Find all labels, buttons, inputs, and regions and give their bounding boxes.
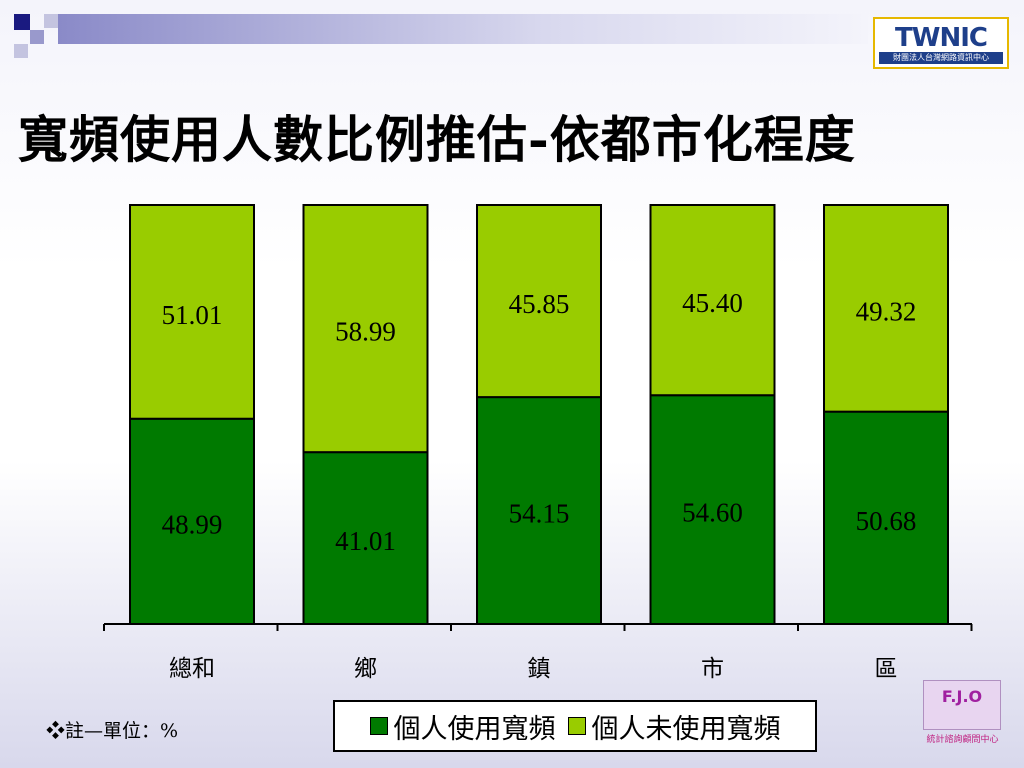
fjo-logo: F.J.O 統計諮詢顧問中心 bbox=[915, 680, 1010, 746]
data-label-used-2: 41.01 bbox=[335, 526, 396, 556]
legend-swatch-unused bbox=[567, 717, 586, 735]
data-label-used-5: 50.68 bbox=[856, 506, 917, 536]
twnic-logo: TWNIC 財團法人台灣網路資訊中心 bbox=[873, 17, 1009, 69]
x-tick-label-4: 市 bbox=[701, 656, 724, 682]
data-label-used-3: 54.15 bbox=[509, 499, 570, 529]
legend-item-unused: 個人未使用寬頻 bbox=[567, 707, 781, 746]
decorative-square-light bbox=[30, 30, 44, 44]
slide-title: 寬頻使用人數比例推估-依都市化程度 bbox=[18, 110, 856, 169]
fjo-logo-badge: F.J.O bbox=[923, 680, 1001, 730]
bar-used-4 bbox=[649, 394, 776, 626]
bar-unused-1 bbox=[129, 204, 255, 420]
decorative-square-dark bbox=[14, 14, 30, 30]
decorative-square-light bbox=[44, 14, 58, 28]
twnic-logo-caption: 財團法人台灣網路資訊中心 bbox=[879, 52, 1003, 64]
legend-item-used: 個人使用寬頻 bbox=[369, 707, 556, 746]
bar-used-2 bbox=[302, 451, 429, 625]
fjo-logo-caption: 統計諮詢顧問中心 bbox=[926, 735, 999, 745]
x-tick-label-2: 鄉 bbox=[354, 656, 377, 682]
data-label-unused-3: 45.85 bbox=[509, 289, 570, 319]
data-label-unused-2: 58.99 bbox=[335, 317, 396, 347]
data-label-unused-5: 49.32 bbox=[856, 296, 917, 326]
data-label-unused-4: 45.40 bbox=[682, 288, 743, 318]
data-label-used-4: 54.60 bbox=[682, 498, 743, 528]
legend-swatch-used bbox=[369, 717, 388, 735]
decorative-top-band bbox=[58, 14, 868, 44]
bar-unused-2 bbox=[302, 204, 429, 454]
data-label-used-1: 48.99 bbox=[162, 509, 223, 539]
twnic-logo-word: TWNIC bbox=[895, 23, 988, 53]
data-label-unused-1: 51.01 bbox=[162, 300, 223, 330]
bar-unused-3 bbox=[476, 204, 602, 399]
x-tick-label-5: 區 bbox=[875, 656, 898, 682]
decorative-square-light bbox=[14, 44, 28, 58]
bar-unused-5 bbox=[823, 204, 949, 413]
chart-legend: 個人使用寬頻 個人未使用寬頻 bbox=[333, 700, 817, 752]
bar-unused-4 bbox=[649, 204, 776, 397]
bar-used-3 bbox=[476, 396, 602, 626]
x-tick-label-3: 鎮 bbox=[528, 656, 551, 682]
x-tick-label-1: 總和 bbox=[169, 656, 215, 682]
legend-label-used: 個人使用寬頻 bbox=[393, 713, 556, 745]
unit-note: ❖註—單位：% bbox=[46, 720, 179, 742]
bar-used-5 bbox=[823, 410, 949, 625]
legend-label-unused: 個人未使用寬頻 bbox=[591, 713, 781, 745]
fjo-logo-mark: F.J.O bbox=[941, 687, 983, 706]
